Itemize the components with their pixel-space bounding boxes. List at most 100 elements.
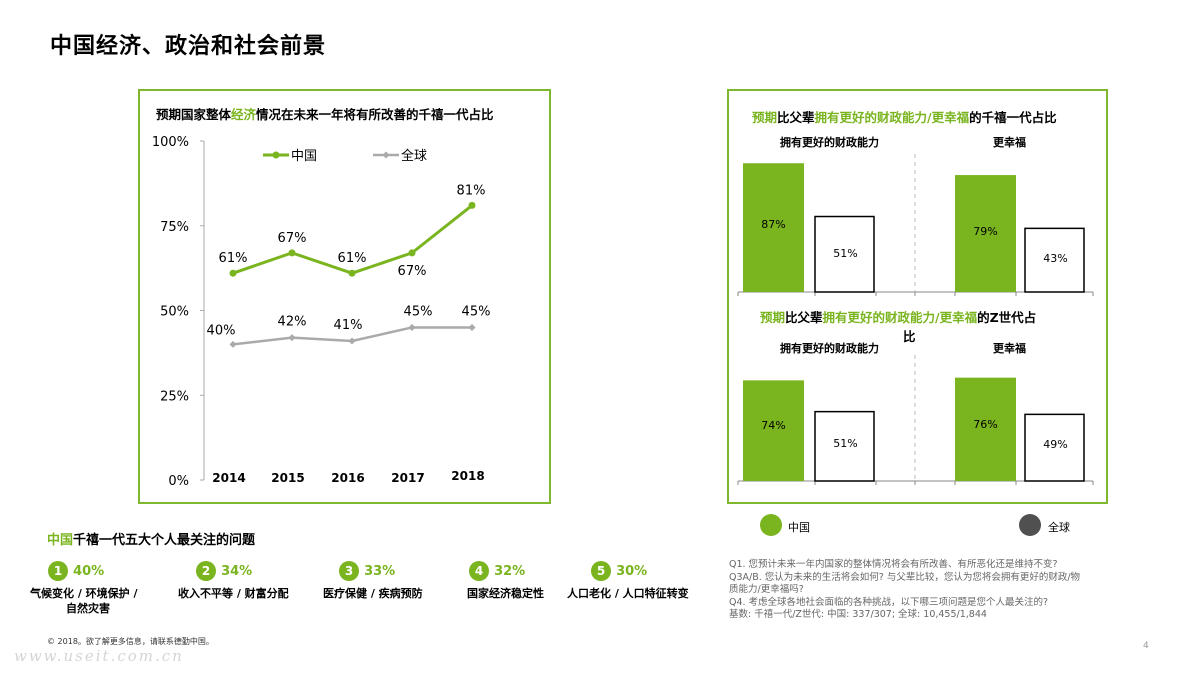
line-chart-title: 预期国家整体经济情况在未来一年将有所改善的千禧一代占比 bbox=[156, 104, 494, 123]
y-tick-label: 0% bbox=[168, 474, 189, 489]
bar-chart-1-bar-label-global: 43% bbox=[1043, 252, 1067, 265]
bar-chart-2-category-2: 更幸福 bbox=[993, 342, 1026, 355]
data-point-global bbox=[408, 323, 416, 331]
bar-chart-2-bar-label-global: 51% bbox=[833, 437, 857, 450]
data-point-china bbox=[348, 269, 356, 277]
bar-chart-1-title-a: 预期 bbox=[752, 110, 778, 125]
page-number: 4 bbox=[1143, 641, 1149, 651]
bar-chart-2-bar-global bbox=[814, 410, 875, 482]
legend-marker-china bbox=[272, 151, 280, 159]
issue-item-5: 5 30% 人口老化 / 人口特征转变 bbox=[567, 560, 707, 601]
issue-pct-2: 34% bbox=[221, 564, 253, 579]
y-tick-label: 50% bbox=[160, 305, 189, 320]
bar-chart-2-title-b: 比父辈 bbox=[785, 310, 823, 325]
bar-chart-2-bar-label-china: 74% bbox=[761, 419, 785, 432]
bar-chart-2-bar-label-china: 76% bbox=[973, 418, 997, 431]
bar-chart-1-bar-label-china: 79% bbox=[973, 225, 997, 238]
bar-chart-1-category-2: 更幸福 bbox=[993, 136, 1026, 149]
data-point-global bbox=[348, 337, 356, 345]
issue-item-1: 1 40% 气候变化 / 环境保护 / 自然灾害 bbox=[30, 560, 160, 616]
issue-number-4: 4 bbox=[469, 561, 489, 581]
data-label-china: 61% bbox=[219, 251, 248, 266]
bar-chart-1-bar-label-global: 51% bbox=[833, 247, 857, 260]
data-label-global: 45% bbox=[462, 304, 491, 319]
bar-chart-1-category-1: 拥有更好的财政能力 bbox=[780, 136, 879, 149]
issue-item-3: 3 33% 医疗保健 / 疾病预防 bbox=[323, 560, 453, 601]
issues-title-highlight: 中国 bbox=[47, 533, 74, 548]
line-chart-title-highlight: 经济 bbox=[231, 107, 257, 122]
footnote-q3-line1: Q3A/B. 您认为未来的生活将会如何? 与父辈比较，您认为您将会拥有更好的财政… bbox=[729, 571, 1081, 583]
bar-chart-2-category-1: 拥有更好的财政能力 bbox=[780, 342, 879, 355]
bar-chart-1-bar-china bbox=[955, 175, 1016, 292]
footnote-q3-line2: 质能力/更幸福吗? bbox=[729, 584, 804, 595]
bar-chart-2-bar-china bbox=[955, 377, 1016, 481]
issue-pct-3: 33% bbox=[364, 564, 396, 579]
copyright: © 2018。欲了解更多信息，请联系德勤中国。 bbox=[47, 637, 214, 646]
issue-number-3: 3 bbox=[339, 561, 359, 581]
watermark: www.useit.com.cn bbox=[14, 647, 184, 665]
y-tick-label: 75% bbox=[160, 220, 189, 235]
data-label-china: 67% bbox=[398, 264, 427, 279]
data-label-global: 41% bbox=[334, 318, 363, 333]
bar-chart-2-bar-global bbox=[1024, 413, 1085, 482]
footnote-q1: Q1. 您预计未来一年内国家的整体情况将会有所改善、有所恶化还是维持不变? bbox=[729, 559, 1058, 570]
page-title: 中国经济、政治和社会前景 bbox=[50, 34, 327, 59]
data-point-china bbox=[288, 249, 296, 257]
bar-chart-1-bar-global bbox=[814, 215, 875, 293]
bar-chart-1-title-c: 拥有更好的财政能力/更幸福 bbox=[814, 110, 970, 125]
issue-label-3: 医疗保健 / 疾病预防 bbox=[323, 587, 423, 600]
y-tick-label: 100% bbox=[152, 135, 189, 150]
bar-chart-2-title-d: 的Z世代占 bbox=[977, 310, 1037, 325]
legend-label-global: 全球 bbox=[401, 148, 427, 164]
bar-chart-1-bar-global bbox=[1024, 227, 1085, 293]
data-point-china bbox=[468, 201, 476, 209]
x-tick-label: 2016 bbox=[331, 471, 364, 485]
bar-chart-2-title-wrap: 比 bbox=[903, 329, 916, 344]
x-tick-label: 2015 bbox=[271, 471, 304, 485]
data-label-global: 45% bbox=[404, 304, 433, 319]
legend-marker-global bbox=[382, 151, 390, 159]
data-point-global bbox=[229, 340, 237, 348]
x-tick-label: 2014 bbox=[212, 471, 245, 485]
line-chart-title-pre: 预期国家整体 bbox=[156, 107, 232, 122]
footnotes: Q1. 您预计未来一年内国家的整体情况将会有所改善、有所恶化还是维持不变? Q3… bbox=[729, 559, 1089, 622]
issue-item-2: 2 34% 收入不平等 / 财富分配 bbox=[178, 560, 308, 601]
data-label-china: 67% bbox=[278, 231, 307, 246]
data-label-china: 61% bbox=[338, 251, 367, 266]
bar-chart-2-bar-china bbox=[743, 380, 804, 481]
bar-chart-1-title: 预期比父辈拥有更好的财政能力/更幸福的千禧一代占比 bbox=[752, 107, 1057, 126]
issue-number-1: 1 bbox=[48, 561, 68, 581]
line-chart-title-post: 情况在未来一年将有所改善的千禧一代占比 bbox=[256, 107, 494, 122]
legend-label-china: 中国 bbox=[291, 149, 317, 164]
line-chart-panel bbox=[138, 89, 551, 504]
issue-label-2: 收入不平等 / 财富分配 bbox=[178, 587, 289, 600]
issue-pct-5: 30% bbox=[616, 564, 648, 579]
footnote-base: 基数: 千禧一代/Z世代: 中国: 337/307; 全球: 10,455/1,… bbox=[729, 609, 987, 620]
issues-title: 中国千禧一代五大个人最关注的问题 bbox=[47, 529, 255, 548]
legend-global-swatch bbox=[1019, 514, 1041, 536]
issues-title-rest: 千禧一代五大个人最关注的问题 bbox=[73, 533, 256, 548]
x-tick-label: 2017 bbox=[391, 471, 424, 485]
bar-chart-2-title-c: 拥有更好的财政能力/更幸福 bbox=[822, 310, 978, 325]
bar-chart-1-bar-china bbox=[743, 163, 804, 292]
bar-chart-1-bar-label-china: 87% bbox=[761, 218, 785, 231]
issue-label-5: 人口老化 / 人口特征转变 bbox=[567, 587, 689, 600]
x-tick-label: 2018 bbox=[451, 469, 484, 483]
legend-china-swatch bbox=[760, 514, 782, 536]
bar-chart-2-bar-label-global: 49% bbox=[1043, 438, 1067, 451]
issue-label-1b: 自然灾害 bbox=[66, 602, 110, 615]
issue-label-1a: 气候变化 / 环境保护 / bbox=[30, 587, 138, 600]
bar-chart-1-title-b: 比父辈 bbox=[777, 110, 815, 125]
bar-chart-2-title-a: 预期 bbox=[760, 310, 786, 325]
data-point-global bbox=[468, 323, 476, 331]
data-label-global: 42% bbox=[278, 315, 307, 330]
bar-chart-1-title-d: 的千禧一代占比 bbox=[969, 110, 1057, 125]
data-label-global: 40% bbox=[207, 323, 236, 338]
bar-chart-panel bbox=[727, 89, 1108, 504]
issue-item-4: 4 32% 国家经济稳定性 bbox=[467, 560, 577, 601]
legend-china-label: 中国 bbox=[788, 521, 810, 534]
bar-chart-2-title: 预期比父辈拥有更好的财政能力/更幸福的Z世代占 bbox=[760, 310, 1070, 326]
y-tick-label: 25% bbox=[160, 389, 189, 404]
footnote-q4: Q4. 考虑全球各地社会面临的各种挑战，以下哪三项问题是您个人最关注的? bbox=[729, 596, 1049, 608]
issue-number-5: 5 bbox=[591, 561, 611, 581]
